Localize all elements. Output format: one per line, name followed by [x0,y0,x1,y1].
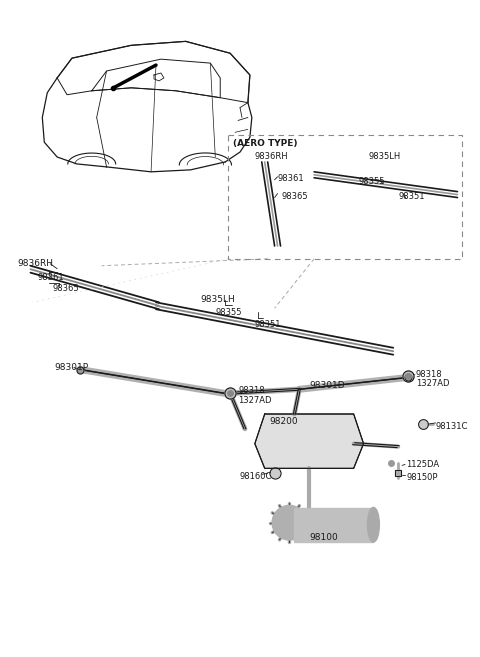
Text: 98318: 98318 [238,386,264,396]
Text: 98318: 98318 [416,369,443,378]
Text: 98301D: 98301D [309,381,345,390]
Text: 98200: 98200 [270,417,298,426]
Text: 98351: 98351 [255,320,281,329]
Text: (AERO TYPE): (AERO TYPE) [233,139,298,148]
Text: 98355: 98355 [359,177,385,186]
Text: 9836RH: 9836RH [255,152,288,161]
Bar [294,508,373,543]
Text: 98355: 98355 [216,308,242,317]
Bar [228,135,462,259]
Text: 98361: 98361 [37,273,64,282]
Ellipse shape [368,507,379,542]
Ellipse shape [272,505,307,540]
Text: 9835LH: 9835LH [369,152,401,161]
Text: 98365: 98365 [281,192,308,200]
Text: 9836RH: 9836RH [18,259,54,268]
Text: 1327AD: 1327AD [238,396,272,405]
Text: 9835LH: 9835LH [201,296,235,304]
Text: 98361: 98361 [277,174,304,183]
Text: 98160C: 98160C [240,472,272,482]
Text: 98351: 98351 [398,192,425,200]
Polygon shape [255,414,363,468]
Bar [294,508,373,543]
Text: 1327AD: 1327AD [416,379,449,388]
Text: 1125DA: 1125DA [406,461,439,470]
Text: 98100: 98100 [309,533,338,541]
Text: 98365: 98365 [52,284,79,292]
Text: 98301P: 98301P [54,363,88,372]
Text: 98131C: 98131C [436,422,468,431]
Text: 98150P: 98150P [406,473,438,482]
